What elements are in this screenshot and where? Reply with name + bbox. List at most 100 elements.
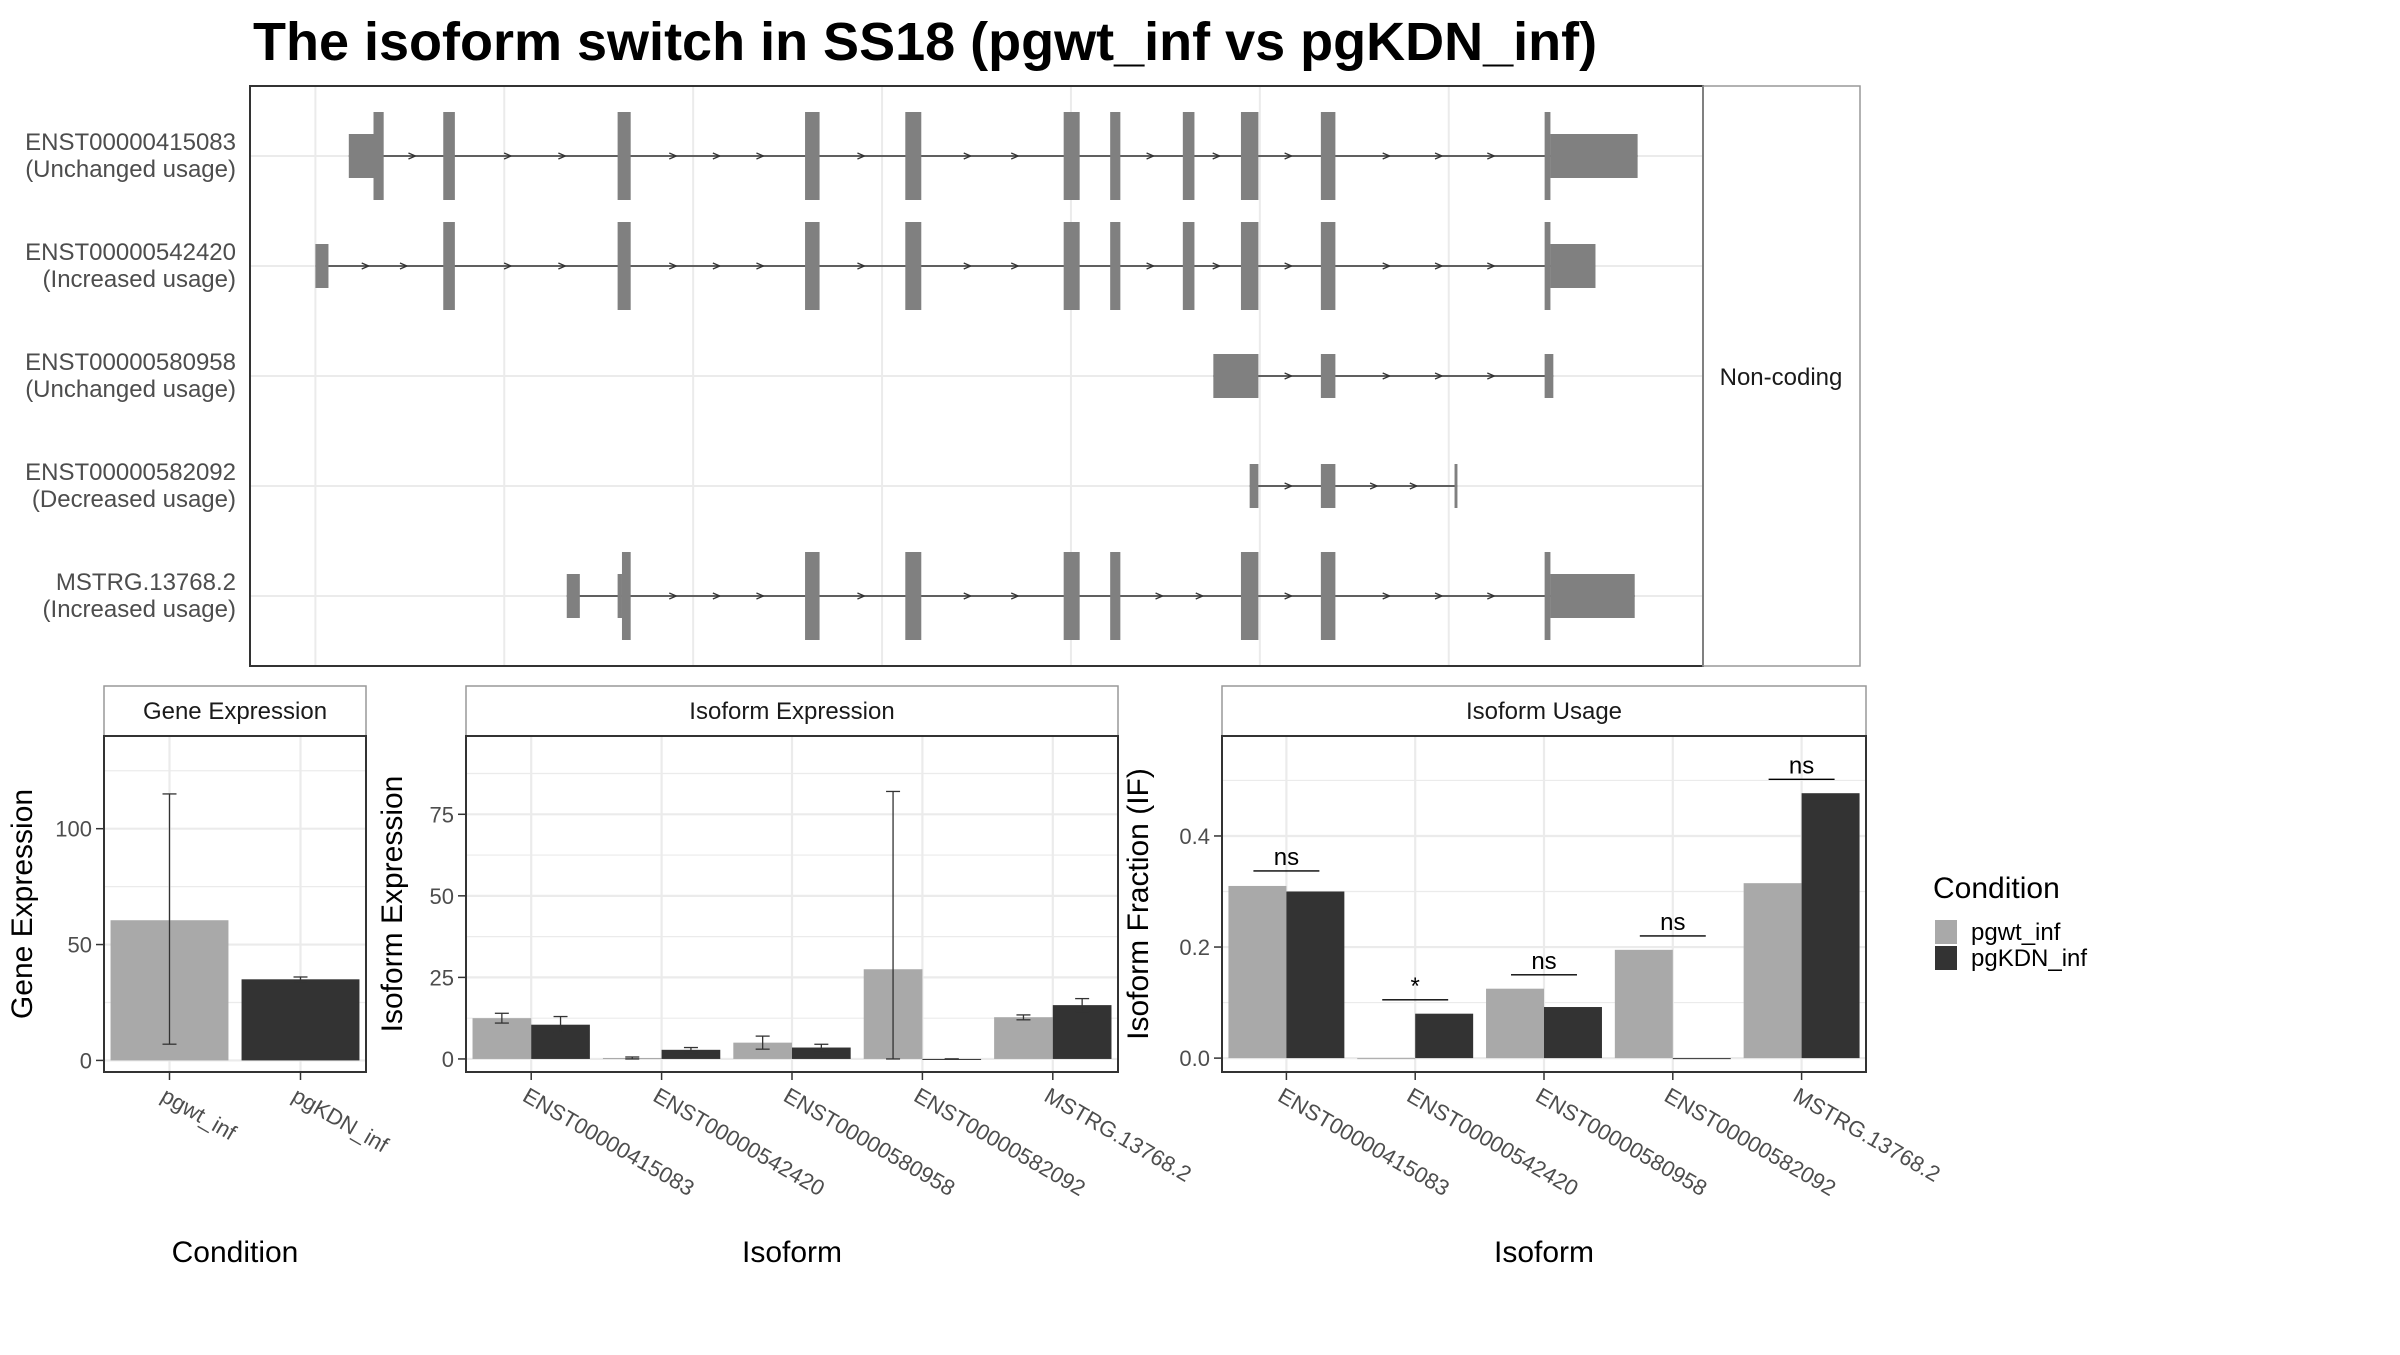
intron-arrow — [857, 262, 867, 270]
y-axis-title: Isoform Fraction (IF) — [1122, 768, 1155, 1040]
coding-exon — [1320, 552, 1336, 640]
utr-exon — [566, 574, 580, 618]
utr-exon — [1550, 574, 1635, 618]
utr-exon — [1249, 464, 1259, 508]
intron-arrow — [756, 592, 766, 600]
intron-arrow — [1434, 592, 1444, 600]
intron-arrow — [1284, 482, 1294, 490]
y-tick-label: 25 — [430, 965, 454, 990]
bar-pgkdn-inf — [1415, 1013, 1474, 1059]
bar-pgwt-inf — [1228, 885, 1287, 1059]
coding-exon — [905, 552, 922, 640]
significance-label: ns — [1789, 752, 1814, 779]
intron-arrow — [558, 262, 568, 270]
coding-exon — [1544, 222, 1551, 310]
intron-arrow — [1010, 152, 1020, 160]
intron-arrow — [1382, 372, 1392, 380]
gene-expression-chart: Gene Expression 0 50 100 pgwt_inf pgKDN_inf Co… — [6, 685, 393, 1269]
legend-label-pgwt-inf: pgwt_inf — [1971, 919, 2061, 946]
intron-arrow — [712, 592, 722, 600]
coding-exon — [805, 552, 820, 640]
non-coding-facet-strip — [1702, 85, 1861, 667]
chart-strip — [103, 685, 367, 737]
chart-strip — [1221, 685, 1867, 737]
y-axis-title: Isoform Expression — [376, 776, 409, 1033]
legend-key-pgwt-inf — [1935, 920, 1957, 944]
bar-pgwt-inf — [994, 1017, 1053, 1059]
y-tick-label: 0.2 — [1179, 935, 1210, 960]
bar-pgwt-inf — [1486, 988, 1544, 1059]
isoform-expression-chart: Isoform Expression0255075ENST00000415083… — [376, 685, 1196, 1269]
chart-strip — [465, 685, 1119, 737]
intron-arrow — [1212, 262, 1222, 270]
transcript-usage-label: (Unchanged usage) — [25, 156, 236, 183]
transcript-structure-panel: Non-coding ENST00000415083(Unchanged usa… — [25, 85, 1861, 667]
bar-pgwt-inf — [733, 1042, 792, 1059]
chart-panel-border — [103, 735, 367, 1073]
intron-arrow — [1487, 592, 1496, 600]
coding-exon — [1182, 222, 1195, 310]
bar-pgkdn-inf — [661, 1049, 721, 1059]
transcript-track — [1249, 464, 1458, 508]
transcript-usage-label: (Increased usage) — [43, 266, 236, 293]
intron-arrow — [669, 592, 678, 600]
utr-exon — [1454, 464, 1458, 508]
bar-pgkdn-inf — [1672, 1058, 1731, 1060]
intron-arrow — [1284, 592, 1294, 600]
utr-exon — [1213, 354, 1259, 398]
intron-arrow — [1146, 152, 1156, 160]
x-axis-title: Condition — [172, 1236, 299, 1269]
intron-arrow — [503, 152, 513, 160]
transcript-usage-label: (Unchanged usage) — [25, 376, 236, 403]
intron-arrow — [1434, 262, 1444, 270]
bar-pgkdn-inf — [1801, 793, 1860, 1059]
intron-arrow — [712, 262, 722, 270]
intron-arrow — [669, 152, 678, 160]
x-tick-label: pgwt_inf — [157, 1083, 241, 1146]
intron-arrow — [1284, 372, 1294, 380]
coding-exon — [1240, 112, 1259, 200]
intron-arrow — [399, 262, 409, 270]
y-tick-label: 100 — [55, 817, 92, 842]
intron-arrow — [756, 262, 766, 270]
intron-arrow — [1382, 152, 1392, 160]
intron-arrow — [1155, 592, 1165, 600]
coding-exon — [1320, 112, 1336, 200]
figure-title: The isoform switch in SS18 (pgwt_inf vs … — [253, 12, 1597, 72]
legend-title: Condition — [1933, 872, 2060, 905]
bar-pgwt-inf — [1743, 883, 1802, 1059]
significance-label: ns — [1274, 844, 1299, 871]
intron-arrow — [1195, 592, 1205, 600]
legend-key-pgkdn-inf — [1935, 946, 1957, 970]
intron-arrow — [712, 152, 722, 160]
coding-exon — [905, 222, 922, 310]
intron-arrow — [756, 152, 766, 160]
intron-arrow — [1487, 372, 1496, 380]
utr-exon — [1320, 354, 1336, 398]
coding-exon — [617, 112, 631, 200]
intron-arrow — [1382, 262, 1392, 270]
intron-arrow — [1010, 592, 1020, 600]
bar-pgkdn-inf — [241, 979, 360, 1061]
coding-exon — [1240, 222, 1259, 310]
utr-exon — [1550, 244, 1596, 288]
utr-exon — [315, 244, 329, 288]
x-tick-label: pgKDN_inf — [288, 1083, 393, 1158]
coding-exon — [1063, 552, 1080, 640]
significance-label: * — [1411, 973, 1420, 1000]
intron-arrow — [1146, 262, 1156, 270]
intron-arrow — [857, 592, 867, 600]
isoform-usage-chart: Isoform Usagens*nsnsns0.00.20.4ENST00000… — [1122, 685, 1945, 1269]
coding-exon — [1320, 222, 1336, 310]
intron-arrow — [361, 262, 371, 270]
coding-exon — [1110, 112, 1121, 200]
intron-arrow — [1284, 262, 1294, 270]
transcript-track — [315, 222, 1596, 310]
coding-exon — [443, 112, 455, 200]
coding-exon — [805, 222, 820, 310]
coding-exon — [1110, 222, 1121, 310]
intron-arrow — [408, 152, 418, 160]
bar-pgkdn-inf — [1544, 1007, 1602, 1059]
bar-pgwt-inf — [1357, 1058, 1416, 1060]
